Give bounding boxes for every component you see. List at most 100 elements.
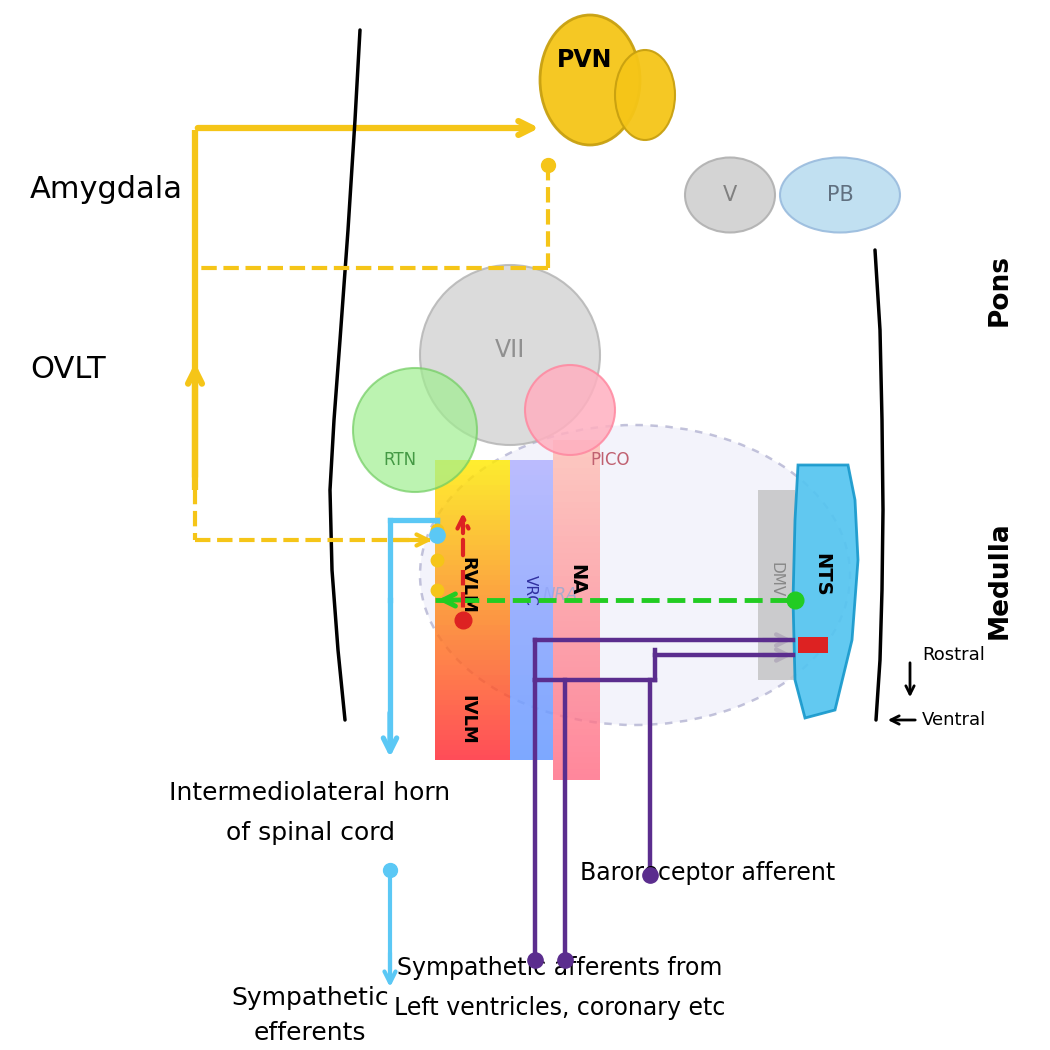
Polygon shape bbox=[435, 655, 510, 660]
Polygon shape bbox=[435, 650, 510, 655]
Polygon shape bbox=[435, 460, 510, 465]
Polygon shape bbox=[435, 575, 510, 580]
Polygon shape bbox=[510, 540, 553, 545]
Polygon shape bbox=[553, 638, 600, 644]
Polygon shape bbox=[435, 495, 510, 500]
Text: V: V bbox=[722, 185, 737, 205]
Polygon shape bbox=[435, 590, 510, 595]
Polygon shape bbox=[435, 685, 510, 690]
Polygon shape bbox=[510, 505, 553, 510]
Polygon shape bbox=[553, 520, 600, 525]
Polygon shape bbox=[553, 769, 600, 774]
Text: efferents: efferents bbox=[254, 1021, 366, 1045]
Text: Left ventricles, coronary etc: Left ventricles, coronary etc bbox=[395, 996, 726, 1020]
Polygon shape bbox=[553, 633, 600, 638]
Polygon shape bbox=[553, 497, 600, 502]
Polygon shape bbox=[510, 530, 553, 536]
Polygon shape bbox=[553, 508, 600, 513]
Polygon shape bbox=[553, 707, 600, 712]
Polygon shape bbox=[553, 480, 600, 485]
Polygon shape bbox=[553, 593, 600, 598]
Text: VRC: VRC bbox=[523, 574, 538, 606]
Polygon shape bbox=[798, 637, 828, 653]
Polygon shape bbox=[510, 510, 553, 514]
Polygon shape bbox=[435, 645, 510, 650]
Text: DMV: DMV bbox=[769, 563, 783, 597]
Polygon shape bbox=[435, 635, 510, 640]
Polygon shape bbox=[510, 605, 553, 610]
Polygon shape bbox=[553, 548, 600, 553]
Polygon shape bbox=[435, 505, 510, 510]
Ellipse shape bbox=[540, 15, 640, 145]
Text: Pons: Pons bbox=[987, 254, 1013, 326]
Polygon shape bbox=[510, 550, 553, 555]
Polygon shape bbox=[510, 514, 553, 520]
Polygon shape bbox=[435, 750, 510, 755]
Polygon shape bbox=[510, 520, 553, 525]
Polygon shape bbox=[510, 560, 553, 565]
Polygon shape bbox=[553, 627, 600, 633]
Polygon shape bbox=[435, 705, 510, 710]
Text: NTS: NTS bbox=[813, 553, 832, 596]
Polygon shape bbox=[435, 555, 510, 560]
Polygon shape bbox=[510, 680, 553, 685]
Polygon shape bbox=[435, 520, 510, 525]
Polygon shape bbox=[510, 750, 553, 755]
Polygon shape bbox=[435, 585, 510, 590]
Polygon shape bbox=[510, 595, 553, 600]
Polygon shape bbox=[510, 500, 553, 505]
Polygon shape bbox=[510, 620, 553, 625]
Text: Rostral: Rostral bbox=[922, 646, 985, 664]
Polygon shape bbox=[435, 715, 510, 720]
Polygon shape bbox=[553, 712, 600, 717]
Text: PVN: PVN bbox=[558, 48, 613, 72]
Polygon shape bbox=[553, 559, 600, 565]
Polygon shape bbox=[553, 525, 600, 530]
Polygon shape bbox=[435, 625, 510, 630]
Polygon shape bbox=[510, 490, 553, 495]
Polygon shape bbox=[758, 490, 795, 680]
Polygon shape bbox=[553, 723, 600, 729]
Polygon shape bbox=[510, 635, 553, 640]
Polygon shape bbox=[435, 470, 510, 475]
Text: RVLM: RVLM bbox=[458, 556, 476, 613]
Ellipse shape bbox=[685, 158, 775, 232]
Polygon shape bbox=[510, 475, 553, 480]
Polygon shape bbox=[435, 595, 510, 600]
Ellipse shape bbox=[780, 158, 900, 232]
Polygon shape bbox=[553, 667, 600, 672]
Polygon shape bbox=[553, 452, 600, 457]
Text: Sympathetic: Sympathetic bbox=[231, 986, 388, 1010]
Polygon shape bbox=[553, 440, 600, 445]
Polygon shape bbox=[510, 630, 553, 635]
Polygon shape bbox=[510, 720, 553, 724]
Polygon shape bbox=[553, 537, 600, 542]
Polygon shape bbox=[510, 645, 553, 650]
Polygon shape bbox=[435, 640, 510, 645]
Polygon shape bbox=[510, 590, 553, 595]
Polygon shape bbox=[553, 700, 600, 707]
Polygon shape bbox=[553, 740, 600, 746]
Polygon shape bbox=[435, 600, 510, 605]
Polygon shape bbox=[793, 465, 858, 718]
Polygon shape bbox=[435, 620, 510, 625]
Polygon shape bbox=[553, 655, 600, 662]
Polygon shape bbox=[510, 690, 553, 695]
Polygon shape bbox=[435, 690, 510, 695]
Polygon shape bbox=[553, 662, 600, 667]
Text: PICO: PICO bbox=[590, 452, 630, 469]
Polygon shape bbox=[510, 705, 553, 710]
Polygon shape bbox=[553, 678, 600, 684]
Text: Medulla: Medulla bbox=[987, 521, 1013, 638]
Polygon shape bbox=[510, 735, 553, 740]
Polygon shape bbox=[510, 665, 553, 670]
Polygon shape bbox=[435, 475, 510, 480]
Polygon shape bbox=[510, 525, 553, 530]
Polygon shape bbox=[435, 660, 510, 665]
Polygon shape bbox=[435, 700, 510, 705]
Polygon shape bbox=[553, 650, 600, 655]
Polygon shape bbox=[510, 724, 553, 730]
Polygon shape bbox=[510, 650, 553, 655]
Polygon shape bbox=[435, 514, 510, 520]
Text: RTN: RTN bbox=[383, 452, 417, 469]
